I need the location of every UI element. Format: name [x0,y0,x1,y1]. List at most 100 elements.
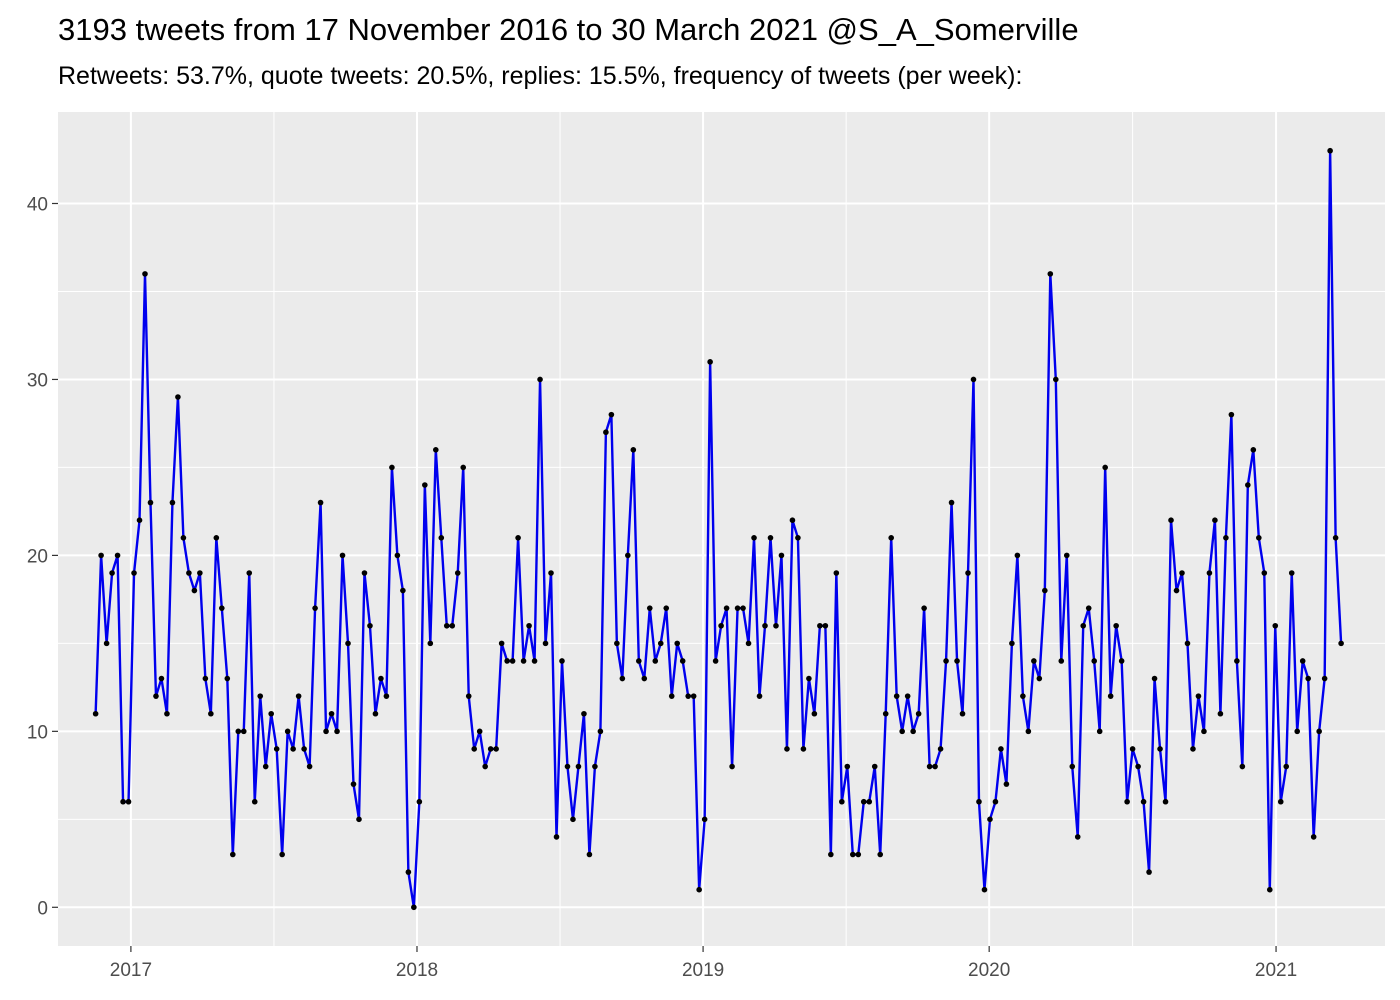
data-point [268,710,275,717]
data-point [1129,746,1136,752]
data-point [800,746,807,752]
data-point [1063,552,1070,559]
data-point [1140,798,1147,805]
data-point [822,622,829,629]
data-point [394,552,401,559]
data-point [400,587,406,594]
data-point [718,622,724,629]
x-tick-label: 2020 [968,960,1010,981]
data-point [219,605,225,611]
data-point [273,746,280,752]
data-point [169,499,176,506]
data-point [1272,622,1279,629]
data-point [1277,798,1284,805]
data-point [597,728,604,735]
data-point [186,570,192,576]
data-point [153,693,159,699]
data-point [778,552,785,559]
data-point [1053,376,1059,383]
data-point [1223,535,1229,541]
data-point [109,570,115,576]
data-point [970,376,977,383]
data-point [158,675,165,682]
data-point [926,763,933,770]
x-tick-label: 2021 [1255,960,1297,981]
data-point [1173,587,1180,594]
data-point [1009,640,1015,647]
data-point [246,570,253,576]
data-point [180,535,187,541]
data-point [849,851,856,858]
data-point [367,622,373,629]
data-point [405,869,412,875]
data-point [136,517,143,523]
data-point [762,622,768,629]
data-point [1058,658,1065,664]
data-point [630,447,637,453]
y-tick-label: 10 [27,722,48,743]
data-point [795,535,801,541]
data-point [1299,658,1306,664]
data-point [290,746,296,752]
data-point [361,570,368,576]
chart-title: 3193 tweets from 17 November 2016 to 30 … [58,12,1079,47]
data-point [1338,640,1344,647]
data-point [1151,675,1158,682]
data-point [537,376,543,383]
data-point [1239,763,1246,770]
data-point [948,499,955,506]
data-point [1195,693,1202,699]
data-point [745,640,752,647]
data-point [164,710,170,717]
data-point [240,728,247,735]
data-point [570,816,576,823]
data-point [1146,869,1152,875]
data-point [811,710,818,717]
data-point [674,640,681,647]
data-point [383,693,390,699]
data-point [1294,728,1301,735]
data-point [476,728,483,735]
data-point [202,675,209,682]
data-point [679,658,686,664]
data-point [460,464,467,471]
y-tick-label: 20 [27,546,48,567]
data-point [592,763,598,770]
data-point [416,798,423,805]
data-point [1327,147,1333,154]
data-point [1085,605,1092,611]
data-point [1184,640,1191,647]
data-point [147,499,154,506]
data-point [729,763,735,770]
data-point [1107,693,1114,699]
data-point [1310,834,1317,840]
data-point [1228,411,1235,418]
data-point [1025,728,1032,735]
data-point [350,781,357,787]
major-gridlines [58,112,1385,946]
data-point [339,552,346,559]
data-point [899,728,905,735]
data-point [652,658,659,664]
data-point [1201,728,1207,735]
data-point [1179,570,1185,576]
data-point [965,570,971,576]
data-point [378,675,384,682]
data-point [120,798,126,805]
data-point [981,886,988,893]
data-point [542,640,549,647]
data-point [828,851,834,858]
data-point [295,693,302,699]
data-point [871,763,878,770]
data-point [454,570,461,576]
data-point [625,552,631,559]
data-point [1074,834,1081,840]
data-point [888,535,894,541]
data-point [559,658,565,664]
data-point [784,746,790,752]
data-point [581,710,587,717]
data-point [317,499,324,506]
data-point [751,535,757,541]
data-point [904,693,911,699]
